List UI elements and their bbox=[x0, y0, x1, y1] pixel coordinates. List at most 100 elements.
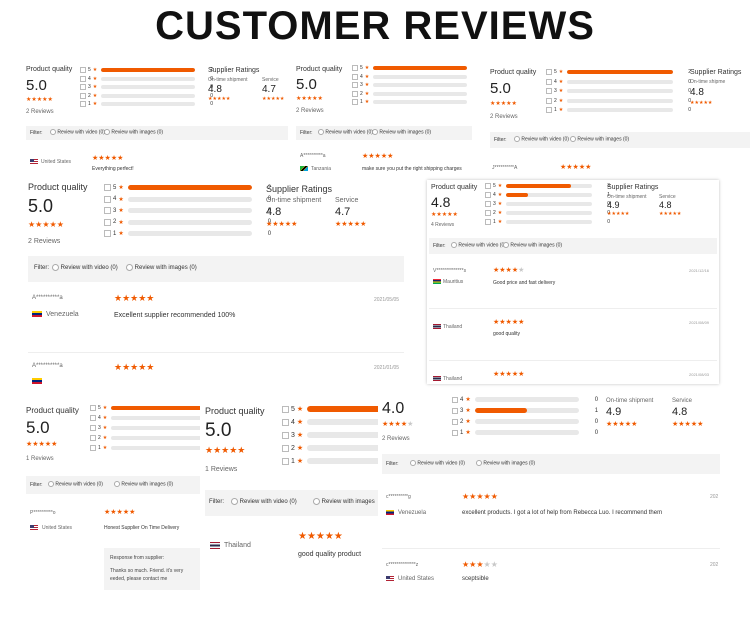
review-video-filter[interactable]: Review with video (0) bbox=[231, 498, 297, 505]
rating-filter-checkbox[interactable] bbox=[90, 445, 96, 451]
filter-bar: Filter: Review with video (0) Review wit… bbox=[296, 126, 472, 140]
rating-row-4[interactable]: 4★0 bbox=[104, 195, 271, 203]
rating-row-2[interactable]: 2★0 bbox=[352, 90, 472, 97]
rating-filter-checkbox[interactable] bbox=[352, 82, 358, 88]
rating-filter-checkbox[interactable] bbox=[546, 97, 552, 104]
rating-row-3[interactable]: 3★0 bbox=[104, 207, 271, 214]
rating-row-1[interactable]: 1 ★ bbox=[282, 457, 378, 465]
rating-filter-checkbox[interactable] bbox=[546, 107, 552, 113]
rating-row-5[interactable]: 5 ★ 3 bbox=[485, 183, 610, 189]
rating-row-1[interactable]: 1★0 bbox=[485, 219, 610, 225]
rating-row-4[interactable]: 4★0 bbox=[546, 78, 691, 85]
rating-filter-checkbox[interactable] bbox=[352, 99, 358, 105]
rating-filter-checkbox[interactable] bbox=[282, 444, 289, 452]
rating-filter-checkbox[interactable] bbox=[80, 92, 86, 99]
rating-row-2[interactable]: 2★0 bbox=[452, 418, 598, 425]
rating-row-2[interactable]: 2 ★ bbox=[282, 444, 378, 452]
review-video-filter[interactable]: Review with video (0) bbox=[52, 264, 118, 271]
review-images-filter[interactable]: Review with images (0) bbox=[126, 264, 197, 271]
rating-filter-checkbox[interactable] bbox=[485, 192, 491, 198]
rating-filter-checkbox[interactable] bbox=[546, 78, 552, 85]
rating-row-4[interactable]: 4★0 bbox=[352, 73, 472, 80]
review-video-filter[interactable]: Review with video (0) bbox=[451, 242, 506, 248]
rating-row-3[interactable]: 3★0 bbox=[485, 201, 610, 207]
review-text: Honest Supplier On Time Delivery bbox=[104, 525, 180, 531]
rating-row-5[interactable]: 5 ★ bbox=[90, 405, 200, 411]
filter-bar: Filter: Review with video (0) Review wit… bbox=[490, 132, 750, 148]
rating-row-1[interactable]: 1★0 bbox=[80, 101, 213, 107]
rating-row-1[interactable]: 1★0 bbox=[104, 230, 271, 237]
rating-row-2[interactable]: 2★0 bbox=[80, 92, 213, 99]
review-video-filter[interactable]: Review with video (0) bbox=[48, 481, 103, 487]
rating-filter-checkbox[interactable] bbox=[282, 457, 289, 465]
rating-row-5[interactable]: 5★2 bbox=[104, 184, 271, 191]
review-video-filter[interactable]: Review with video (0) bbox=[514, 136, 569, 142]
rating-filter-checkbox[interactable] bbox=[80, 84, 86, 90]
rating-filter-checkbox[interactable] bbox=[104, 207, 111, 214]
rating-row-1[interactable]: 1★0 bbox=[452, 429, 598, 436]
rating-row-4[interactable]: 4★0 bbox=[452, 396, 598, 403]
review-video-filter[interactable]: Review with video (0) bbox=[410, 460, 465, 466]
rating-filter-checkbox[interactable] bbox=[104, 230, 111, 237]
rating-filter-checkbox[interactable] bbox=[352, 65, 358, 71]
rating-filter-checkbox[interactable] bbox=[452, 429, 458, 436]
rating-row-3[interactable]: 3 ★ bbox=[90, 425, 200, 431]
review-images-filter[interactable]: Review with images bbox=[313, 498, 375, 505]
rating-filter-checkbox[interactable] bbox=[352, 73, 358, 80]
rating-filter-checkbox[interactable] bbox=[90, 405, 96, 411]
review-images-filter[interactable]: Review with images (0) bbox=[104, 129, 163, 135]
review-images-filter[interactable]: Review with images (0) bbox=[570, 136, 629, 142]
rating-row-2[interactable]: 2★0 bbox=[104, 218, 271, 226]
rating-filter-checkbox[interactable] bbox=[352, 90, 358, 97]
rating-filter-checkbox[interactable] bbox=[452, 396, 458, 403]
review-images-filter[interactable]: Review with images (0) bbox=[476, 460, 535, 466]
review-images-filter[interactable]: Review with images (0) bbox=[372, 129, 431, 135]
review-images-filter[interactable]: Review with images (0) bbox=[114, 481, 173, 487]
rating-filter-checkbox[interactable] bbox=[104, 195, 111, 203]
rating-row-4[interactable]: 4 ★ 1 bbox=[485, 192, 610, 198]
rating-filter-checkbox[interactable] bbox=[104, 218, 111, 226]
rating-row-4[interactable]: 4 ★ bbox=[282, 418, 378, 426]
rating-filter-checkbox[interactable] bbox=[485, 201, 491, 207]
rating-filter-checkbox[interactable] bbox=[485, 219, 491, 225]
rating-filter-checkbox[interactable] bbox=[452, 407, 458, 414]
rating-row-5[interactable]: 5★2 bbox=[80, 67, 213, 73]
rating-filter-checkbox[interactable] bbox=[546, 88, 552, 94]
rating-filter-checkbox[interactable] bbox=[282, 431, 289, 439]
rating-row-1[interactable]: 1★0 bbox=[546, 107, 691, 113]
rating-filter-checkbox[interactable] bbox=[452, 418, 458, 425]
rating-row-2[interactable]: 2★0 bbox=[546, 97, 691, 104]
rating-filter-checkbox[interactable] bbox=[282, 405, 289, 413]
rating-filter-checkbox[interactable] bbox=[90, 415, 96, 421]
rating-row-3[interactable]: 3 ★ bbox=[282, 431, 378, 439]
rating-filter-checkbox[interactable] bbox=[104, 184, 111, 191]
rating-row-2[interactable]: 2★0 bbox=[485, 210, 610, 216]
rating-row-1[interactable]: 1★0 bbox=[352, 99, 472, 105]
rating-row-4[interactable]: 4★0 bbox=[80, 75, 213, 82]
rating-row-5[interactable]: 5★2 bbox=[352, 65, 472, 71]
rating-filter-checkbox[interactable] bbox=[80, 101, 86, 107]
rating-row-3[interactable]: 3★0 bbox=[546, 88, 691, 94]
rating-filter-checkbox[interactable] bbox=[485, 210, 491, 216]
star-icon: ★ bbox=[465, 397, 471, 403]
rating-row-3[interactable]: 3★0 bbox=[352, 82, 472, 88]
review-video-filter[interactable]: Review with video (0) bbox=[318, 129, 373, 135]
rating-row-2[interactable]: 2 ★ bbox=[90, 435, 200, 441]
rating-row-1[interactable]: 1 ★ bbox=[90, 445, 200, 451]
rating-row-3[interactable]: 3★0 bbox=[80, 84, 213, 90]
rating-bar bbox=[373, 74, 468, 79]
rating-filter-checkbox[interactable] bbox=[80, 75, 86, 82]
rating-row-4[interactable]: 4 ★ bbox=[90, 415, 200, 421]
rating-filter-checkbox[interactable] bbox=[282, 418, 289, 426]
rating-filter-checkbox[interactable] bbox=[90, 425, 96, 431]
rating-filter-checkbox[interactable] bbox=[485, 183, 491, 189]
review-video-filter[interactable]: Review with video (0) bbox=[50, 129, 105, 135]
rating-filter-checkbox[interactable] bbox=[90, 435, 96, 441]
rating-level: 1 bbox=[98, 445, 101, 451]
rating-filter-checkbox[interactable] bbox=[546, 69, 552, 75]
rating-row-3[interactable]: 3 ★ 1 bbox=[452, 407, 598, 414]
review-images-filter[interactable]: Review with images (0) bbox=[503, 242, 562, 248]
rating-row-5[interactable]: 5 ★ bbox=[282, 405, 378, 413]
rating-row-5[interactable]: 5★2 bbox=[546, 69, 691, 75]
rating-filter-checkbox[interactable] bbox=[80, 67, 86, 73]
